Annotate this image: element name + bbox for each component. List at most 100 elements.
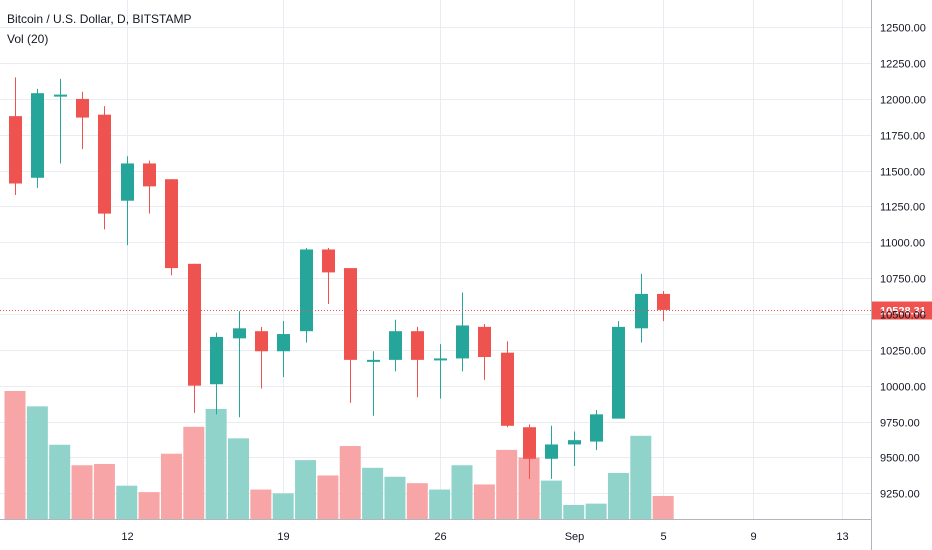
- volume-bar: [630, 435, 652, 519]
- candle: [255, 326, 268, 389]
- candle-body: [76, 98, 89, 118]
- volume-bar: [652, 495, 674, 519]
- volume-bar: [607, 472, 629, 519]
- y-tick-label: 12000.00: [880, 95, 926, 107]
- candle: [523, 424, 536, 479]
- volume-bar: [518, 457, 540, 519]
- volume-bar: [585, 503, 607, 519]
- volume-bar: [205, 408, 227, 519]
- candle: [568, 431, 581, 466]
- volume-bar: [4, 391, 26, 519]
- y-tick-label: 10500.00: [880, 310, 926, 322]
- last-price-label: 10528.31: [880, 306, 926, 318]
- volume-bar: [116, 485, 138, 519]
- candle-body: [31, 93, 44, 178]
- candle: [277, 321, 290, 378]
- candle: [545, 425, 558, 479]
- volume-bar: [384, 476, 406, 519]
- volume-bar: [228, 438, 249, 519]
- candle: [9, 77, 22, 195]
- volume-bar: [138, 492, 160, 519]
- candle: [635, 273, 648, 343]
- volume-indicator-label[interactable]: Vol (20): [7, 32, 49, 46]
- price-axis[interactable]: 12500.00 12250.00 12000.00 11750.00 11500.00…: [871, 0, 926, 550]
- candle-body: [411, 331, 424, 360]
- candle: [165, 179, 178, 276]
- candle-body: [590, 414, 603, 442]
- volume-bar: [362, 467, 384, 519]
- candle-body: [188, 263, 201, 386]
- volume-bar: [451, 465, 473, 519]
- candle-body: [545, 444, 558, 459]
- candle: [657, 291, 670, 322]
- x-tick-label: 9: [750, 531, 756, 543]
- y-tick-label: 9500.00: [880, 453, 920, 465]
- y-tick-label: 11250.00: [880, 202, 925, 214]
- candle: [344, 268, 357, 403]
- candle-body: [54, 94, 67, 97]
- candle-body: [121, 163, 134, 201]
- volume-bars: [4, 391, 674, 519]
- candle: [143, 160, 156, 214]
- candle-body: [322, 249, 335, 273]
- last-price-line: 10528.31: [0, 301, 932, 320]
- candle-body: [501, 352, 514, 426]
- candle: [434, 344, 447, 399]
- candle-body: [657, 293, 670, 310]
- volume-bar: [250, 489, 272, 519]
- candle-body: [635, 293, 648, 329]
- y-tick-label: 11000.00: [880, 238, 925, 250]
- candle-body: [478, 326, 491, 357]
- volume-bar: [160, 453, 182, 519]
- candle: [233, 311, 246, 418]
- candle: [367, 351, 380, 416]
- y-tick-label: 10250.00: [880, 346, 926, 358]
- volume-bar: [473, 484, 495, 519]
- x-tick-label: 12: [121, 531, 133, 543]
- candle: [411, 326, 424, 398]
- time-axis[interactable]: 12 19 26 Sep 5 9 13: [0, 519, 871, 544]
- volume-bar: [272, 493, 294, 519]
- volume-bar: [496, 449, 518, 519]
- volume-bar: [183, 426, 205, 519]
- candle: [590, 410, 603, 451]
- candle: [322, 248, 335, 304]
- candle-body: [233, 328, 246, 339]
- candle-body: [9, 116, 22, 184]
- candle-body: [165, 179, 178, 269]
- candle: [389, 319, 402, 372]
- y-tick-label: 11750.00: [880, 131, 925, 143]
- candle-body: [523, 427, 536, 459]
- x-tick-label: 13: [836, 531, 848, 543]
- x-tick-label: Sep: [565, 531, 585, 543]
- candle: [300, 248, 313, 343]
- candle-body: [434, 358, 447, 361]
- candle-body: [456, 325, 469, 359]
- x-tick-label: 5: [660, 531, 666, 543]
- volume-bar: [406, 483, 428, 519]
- y-tick-label: 10000.00: [880, 382, 926, 394]
- candle: [31, 88, 44, 188]
- y-tick-label: 12250.00: [880, 59, 926, 71]
- candle-body: [210, 336, 223, 385]
- candle-body: [277, 334, 290, 352]
- candle: [501, 341, 514, 428]
- y-tick-label: 10750.00: [880, 274, 926, 286]
- candlesticks: [9, 77, 670, 479]
- symbol-title[interactable]: Bitcoin / U.S. Dollar, D, BITSTAMP: [7, 12, 192, 26]
- candle: [76, 91, 89, 150]
- volume-bar: [317, 475, 339, 519]
- last-price-badge: [872, 301, 932, 320]
- candle-body: [389, 331, 402, 360]
- y-tick-label: 9750.00: [880, 418, 920, 430]
- volume-bar: [49, 444, 71, 519]
- volume-bar: [26, 406, 48, 519]
- candle-body: [300, 249, 313, 332]
- candle-body: [255, 331, 268, 352]
- volume-bar: [93, 463, 115, 519]
- y-tick-label: 9250.00: [880, 489, 920, 501]
- volume-bar: [540, 480, 562, 519]
- candle-body: [612, 326, 625, 419]
- volume-bar: [563, 504, 585, 519]
